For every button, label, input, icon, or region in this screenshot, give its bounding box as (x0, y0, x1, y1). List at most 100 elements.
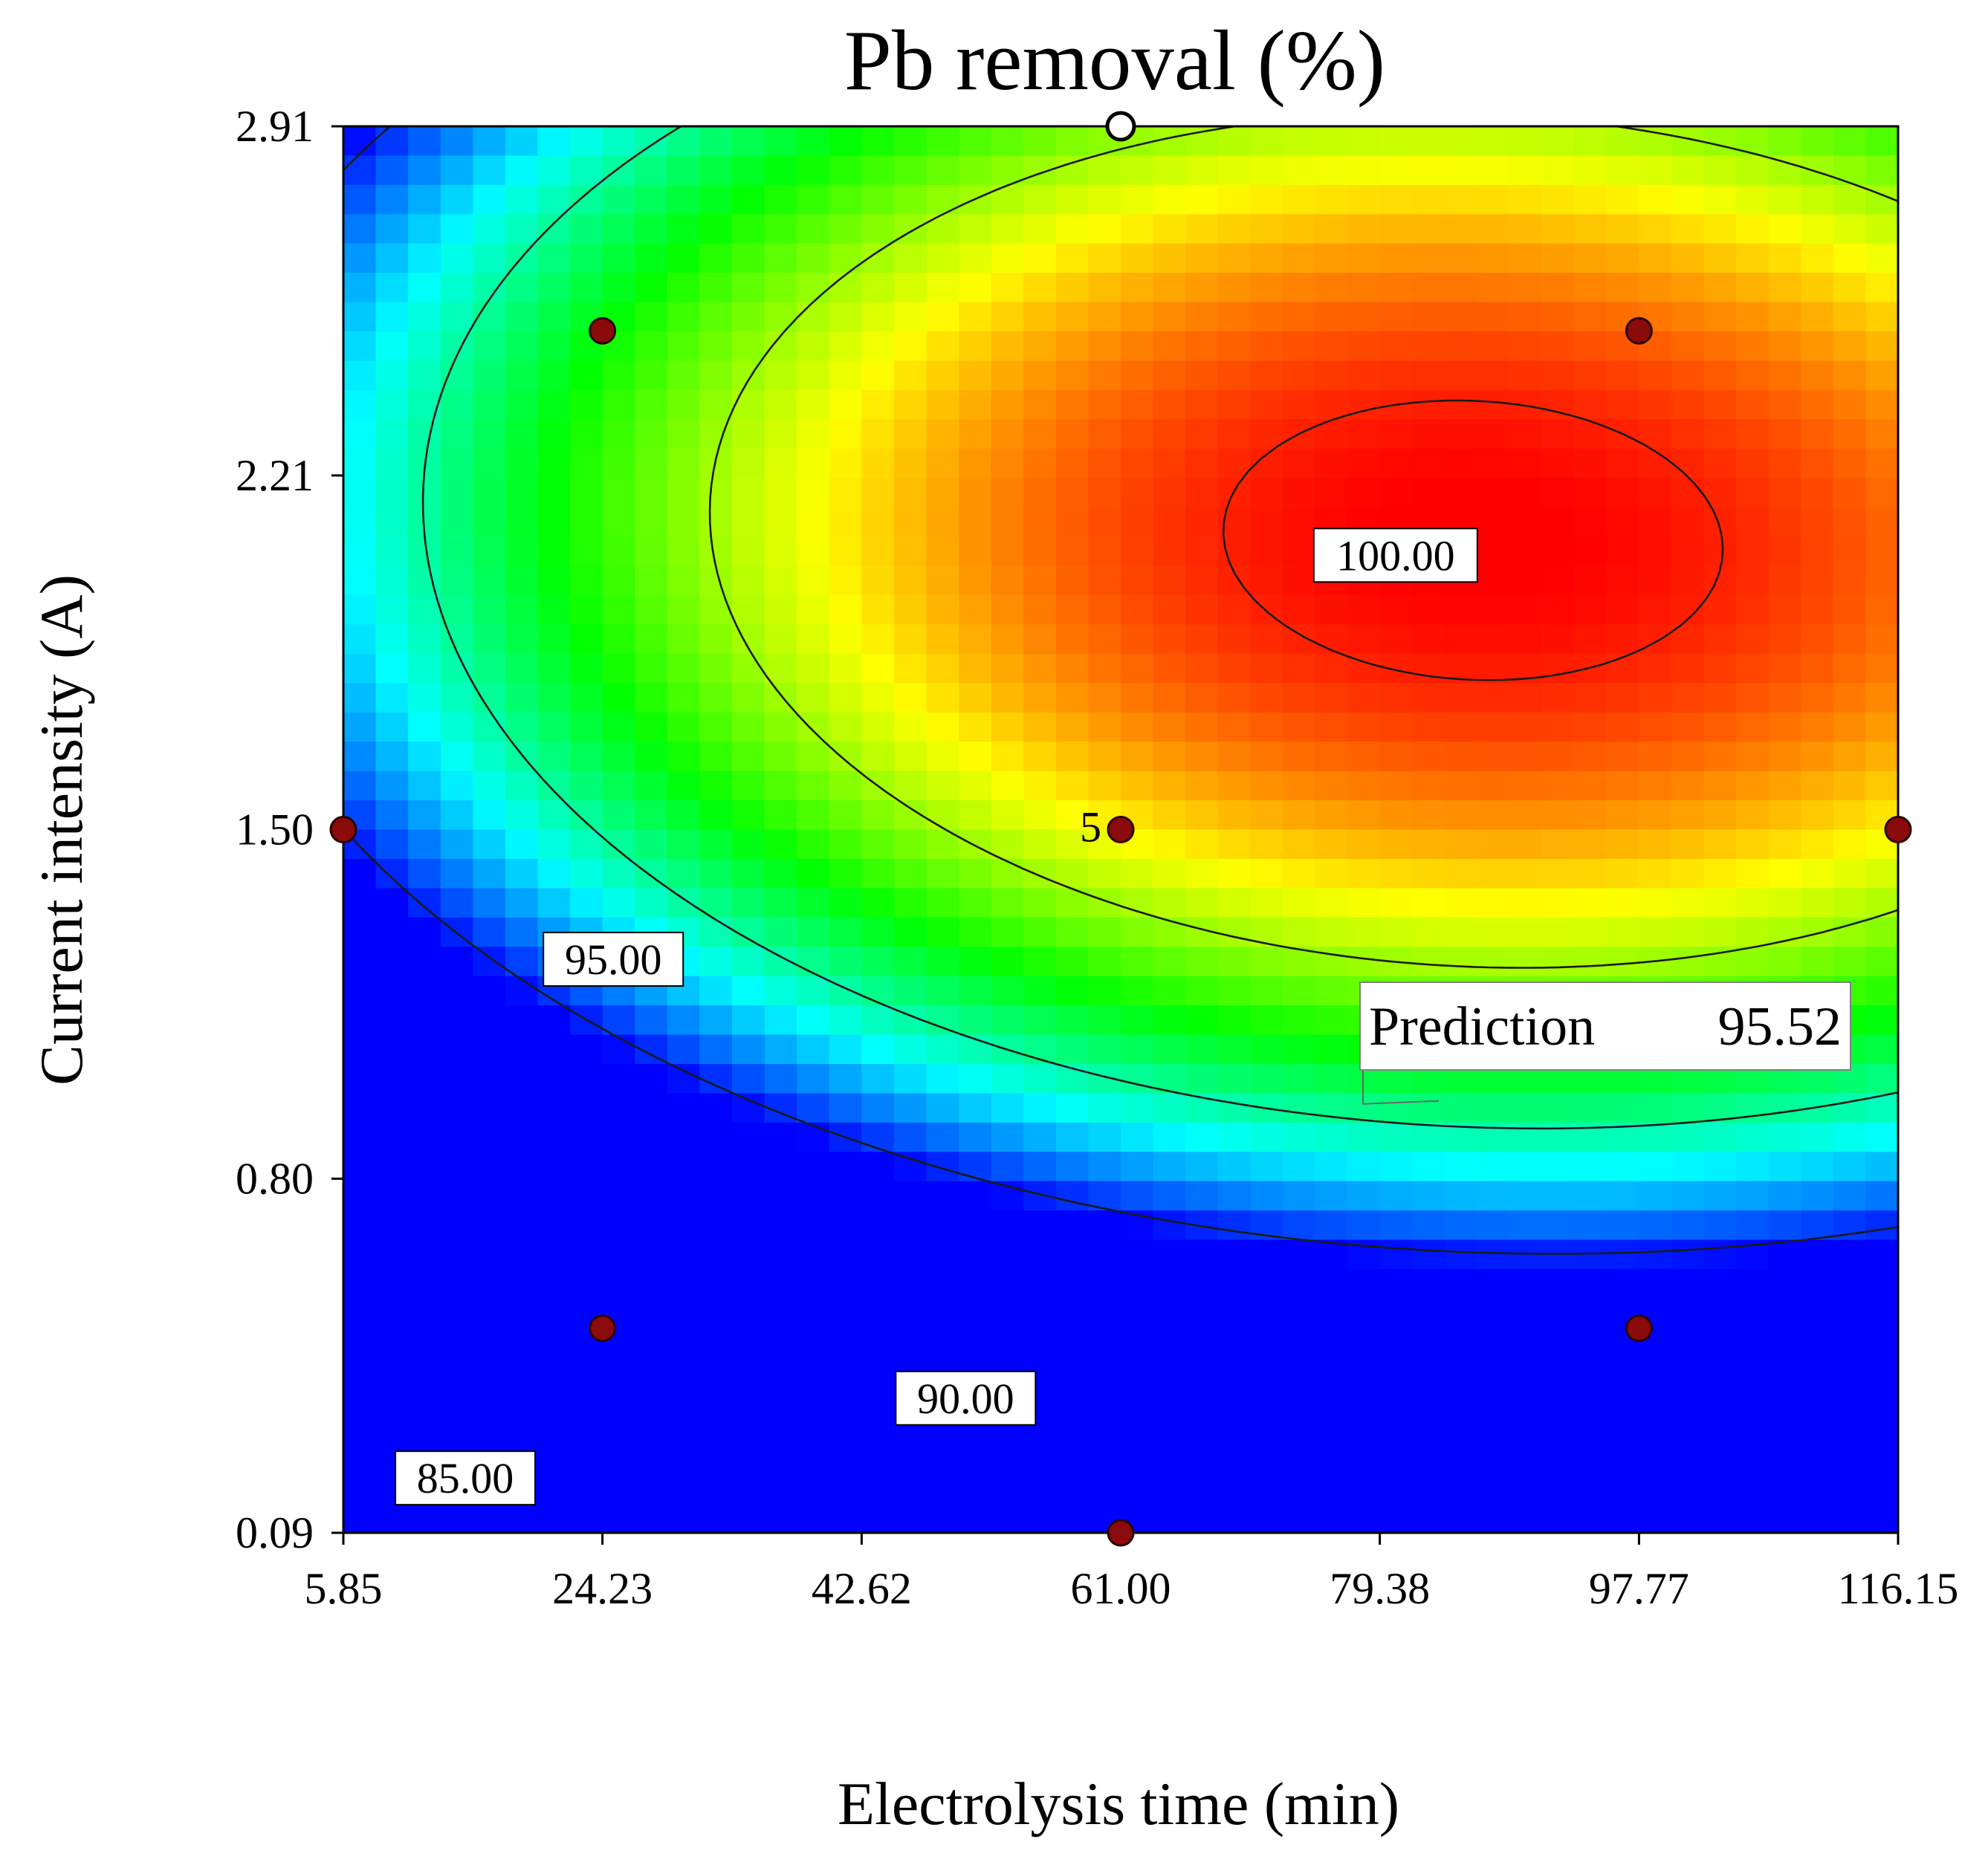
heatmap-cell (1606, 800, 1640, 831)
heatmap-cell (1639, 1093, 1672, 1123)
heatmap-cell (1088, 478, 1121, 508)
heatmap-cell (1088, 624, 1121, 655)
heatmap-cell (829, 595, 863, 626)
heatmap-cell (1865, 273, 1898, 303)
heatmap-cell (1639, 683, 1672, 713)
heatmap-cell (375, 184, 409, 215)
heatmap-cell (1250, 1474, 1283, 1505)
heatmap-cell (1703, 389, 1737, 421)
heatmap-cell (1185, 1181, 1219, 1211)
heatmap-cell (1509, 360, 1543, 391)
heatmap-cell (1282, 976, 1316, 1006)
heatmap-cell (408, 1064, 441, 1094)
heatmap-cell (797, 1444, 830, 1475)
heatmap-cell (861, 653, 895, 684)
heatmap-cell (635, 1152, 668, 1182)
heatmap-cell (1509, 331, 1543, 362)
heatmap-cell (343, 1093, 377, 1123)
heatmap-cell (926, 507, 959, 537)
heatmap-cell (699, 1474, 733, 1505)
heatmap-cell (732, 1005, 765, 1036)
heatmap-cell (797, 947, 830, 977)
heatmap-cell (1671, 1386, 1705, 1417)
heatmap-cell (602, 1181, 636, 1211)
heatmap-cell (473, 917, 506, 948)
heatmap-cell (408, 1298, 441, 1328)
heatmap-cell (1282, 448, 1316, 479)
design-point (329, 816, 357, 843)
heatmap-cell (1250, 1005, 1283, 1036)
heatmap-cell (1574, 1386, 1607, 1417)
heatmap-cell (635, 1122, 668, 1153)
heatmap-cell (1509, 829, 1543, 860)
heatmap-cell (1736, 1444, 1770, 1475)
heatmap-cell (1768, 273, 1802, 303)
heatmap-cell (1768, 1239, 1802, 1270)
heatmap-cell (699, 448, 733, 479)
heatmap-cell (1088, 770, 1121, 801)
heatmap-cell (959, 1298, 992, 1328)
heatmap-cell (635, 1064, 668, 1094)
heatmap-cell (1055, 126, 1089, 157)
heatmap-cell (1736, 478, 1770, 508)
heatmap-cell (797, 155, 830, 186)
heatmap-cell (537, 1415, 571, 1446)
heatmap-cell (1347, 1386, 1381, 1417)
heatmap-cell (1379, 770, 1414, 801)
heatmap-cell (1574, 888, 1607, 918)
heatmap-cell (343, 1444, 377, 1475)
heatmap-cell (699, 389, 733, 421)
heatmap-cell (991, 1239, 1025, 1270)
heatmap-cell (1671, 536, 1705, 567)
heatmap-cell (1023, 1269, 1057, 1300)
heatmap-cell (537, 1327, 571, 1358)
heatmap-cell (1088, 742, 1121, 772)
heatmap-cell (1671, 389, 1705, 421)
heatmap-cell (1606, 273, 1640, 303)
heatmap-cell (1509, 800, 1543, 831)
heatmap-cell (797, 184, 830, 215)
heatmap-cell (1509, 214, 1543, 244)
heatmap-cell (699, 1327, 733, 1358)
heatmap-cell (1055, 419, 1089, 450)
heatmap-cell (473, 595, 506, 626)
heatmap-cell (1509, 155, 1543, 186)
heatmap-cell (408, 683, 441, 713)
heatmap-cell (1801, 770, 1834, 801)
heatmap-cell (829, 389, 863, 421)
heatmap-cell (1444, 478, 1478, 508)
heatmap-cell (1412, 478, 1445, 508)
heatmap-cell (959, 917, 992, 948)
heatmap-cell (861, 712, 895, 742)
heatmap-cell (440, 712, 474, 742)
heatmap-cell (991, 976, 1025, 1006)
heatmap-cell (1121, 1122, 1154, 1153)
heatmap-cell (375, 917, 409, 948)
heatmap-cell (893, 1034, 927, 1065)
x-tick-label: 24.23 (552, 1564, 653, 1613)
heatmap-cell (1315, 1503, 1348, 1533)
heatmap-cell (570, 419, 603, 450)
heatmap-cell (1412, 126, 1445, 157)
heatmap-cell (1768, 947, 1802, 977)
heatmap-cell (375, 1181, 409, 1211)
heatmap-cell (1347, 1444, 1381, 1475)
heatmap-cell (440, 478, 474, 508)
heatmap-cell (1282, 184, 1316, 215)
heatmap-cell (1250, 1034, 1283, 1065)
heatmap-cell (1088, 858, 1121, 889)
heatmap-cell (1801, 419, 1834, 450)
heatmap-cell (1250, 1152, 1283, 1182)
heatmap-cell (1606, 565, 1640, 596)
heatmap-cell (635, 1005, 668, 1036)
heatmap-cell (699, 595, 733, 626)
heatmap-cell (1509, 858, 1543, 889)
heatmap-cell (764, 1298, 797, 1328)
heatmap-cell (505, 683, 539, 713)
heatmap-cell (343, 1298, 377, 1328)
heatmap-cell (1768, 214, 1802, 244)
heatmap-cell (1509, 184, 1543, 215)
heatmap-cell (1833, 683, 1867, 713)
heatmap-cell (1055, 360, 1089, 391)
heatmap-cell (1379, 1152, 1414, 1182)
